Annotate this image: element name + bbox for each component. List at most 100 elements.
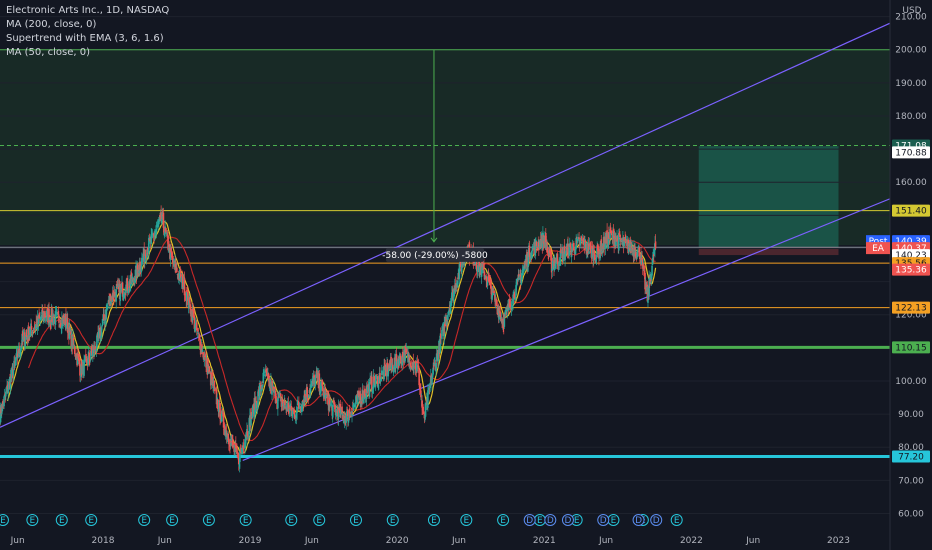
- candle-body: [124, 292, 127, 295]
- candle-body: [53, 315, 56, 317]
- candle-body: [386, 362, 389, 376]
- candle-body: [262, 372, 265, 383]
- candle-body: [351, 411, 353, 417]
- candle-body: [28, 334, 30, 339]
- candle-body: [154, 231, 157, 236]
- candle-body: [62, 316, 64, 327]
- grid: [0, 16, 890, 514]
- price-tag-box: [892, 146, 930, 159]
- candle-body: [518, 277, 521, 279]
- candle-body: [459, 261, 462, 267]
- candle-body: [288, 407, 291, 411]
- earnings-letter: E: [141, 516, 147, 526]
- candle-body: [621, 240, 624, 242]
- earnings-marker: E: [533, 514, 546, 526]
- x-tick-label: Jun: [745, 536, 760, 546]
- price-tag: 122.13: [892, 301, 930, 314]
- candle-body: [192, 308, 195, 318]
- candle-body: [531, 246, 534, 252]
- candle-body: [435, 353, 438, 362]
- candle-body: [578, 237, 580, 240]
- candle-body: [238, 464, 241, 467]
- candle-body: [563, 245, 566, 260]
- candles: [0, 205, 657, 473]
- price-tag-box: [892, 450, 930, 463]
- candle-body: [89, 357, 92, 359]
- earnings-marker: E: [386, 514, 399, 526]
- event-markers[interactable]: EEEEEEEEEEEEEEEEEEEEDDDDDD: [0, 514, 683, 527]
- candle-body: [443, 322, 446, 338]
- candle-body: [66, 319, 69, 333]
- candle-body: [167, 251, 170, 253]
- candle-body: [447, 311, 450, 314]
- earnings-marker: E: [460, 514, 473, 526]
- measure-tool[interactable]: -58.00 (-29.00%) -5800: [382, 49, 488, 262]
- candle-body: [573, 243, 575, 251]
- candle-body: [225, 428, 227, 430]
- earnings-marker: E: [285, 514, 298, 526]
- y-tick-label: 60.00: [898, 509, 924, 519]
- candle-body: [174, 261, 176, 266]
- candle-body: [5, 391, 7, 397]
- candle-body: [313, 374, 315, 379]
- candle-body: [6, 384, 9, 394]
- candle-body: [212, 377, 214, 389]
- candle-body: [236, 446, 238, 454]
- candle-body: [20, 345, 22, 351]
- candle-body: [285, 406, 287, 408]
- candle-body: [101, 324, 103, 327]
- candle-body: [85, 354, 87, 356]
- y-tick-label: 180.00: [895, 112, 927, 122]
- candle-body: [68, 325, 71, 339]
- candle-body: [131, 279, 133, 284]
- candle-body: [40, 314, 43, 320]
- candle-body: [145, 257, 148, 259]
- candle-body: [338, 407, 340, 411]
- earnings-marker: E: [497, 514, 510, 526]
- price-tag-label: 77.20: [898, 452, 924, 462]
- candle-body: [631, 247, 634, 252]
- candle-body: [230, 439, 233, 441]
- candle-body: [512, 294, 514, 304]
- candle-body: [73, 345, 75, 347]
- candle-body: [227, 433, 230, 441]
- candle-body: [215, 390, 218, 405]
- candle-body: [75, 358, 77, 360]
- candle-body: [287, 402, 290, 412]
- candle-body: [651, 257, 654, 265]
- position-stop-zone: [698, 247, 839, 256]
- candle-body: [73, 346, 76, 354]
- candle-body: [418, 383, 421, 389]
- candle-body: [612, 229, 615, 234]
- candle-body: [444, 322, 446, 327]
- candle-body: [595, 259, 597, 261]
- candle-body: [580, 236, 583, 239]
- candle-body: [274, 390, 277, 404]
- candle-body: [7, 381, 10, 390]
- candle-body: [194, 323, 197, 330]
- candle-body: [78, 357, 80, 361]
- candle-body: [100, 327, 103, 338]
- candle-body: [333, 400, 335, 404]
- x-tick-label: 2023: [827, 536, 850, 546]
- candle-body: [29, 328, 32, 337]
- dividend-circle: [544, 514, 557, 526]
- dividend-circle: [597, 514, 610, 526]
- candle-body: [299, 406, 301, 407]
- candle-body: [136, 263, 138, 277]
- candle-body: [336, 410, 338, 412]
- candle-body: [282, 403, 285, 405]
- candle-body: [341, 406, 343, 414]
- candle-body: [139, 261, 141, 270]
- earnings-letter: E: [611, 516, 617, 526]
- candle-body: [571, 243, 574, 249]
- candle-body: [298, 403, 300, 409]
- candle-body: [303, 395, 305, 405]
- dividend-letter: D: [547, 516, 554, 526]
- candle-body: [254, 400, 257, 413]
- candle-body: [37, 315, 40, 325]
- candle-body: [382, 371, 384, 373]
- horizontal-levels[interactable]: [0, 49, 890, 458]
- candle-body: [401, 354, 404, 366]
